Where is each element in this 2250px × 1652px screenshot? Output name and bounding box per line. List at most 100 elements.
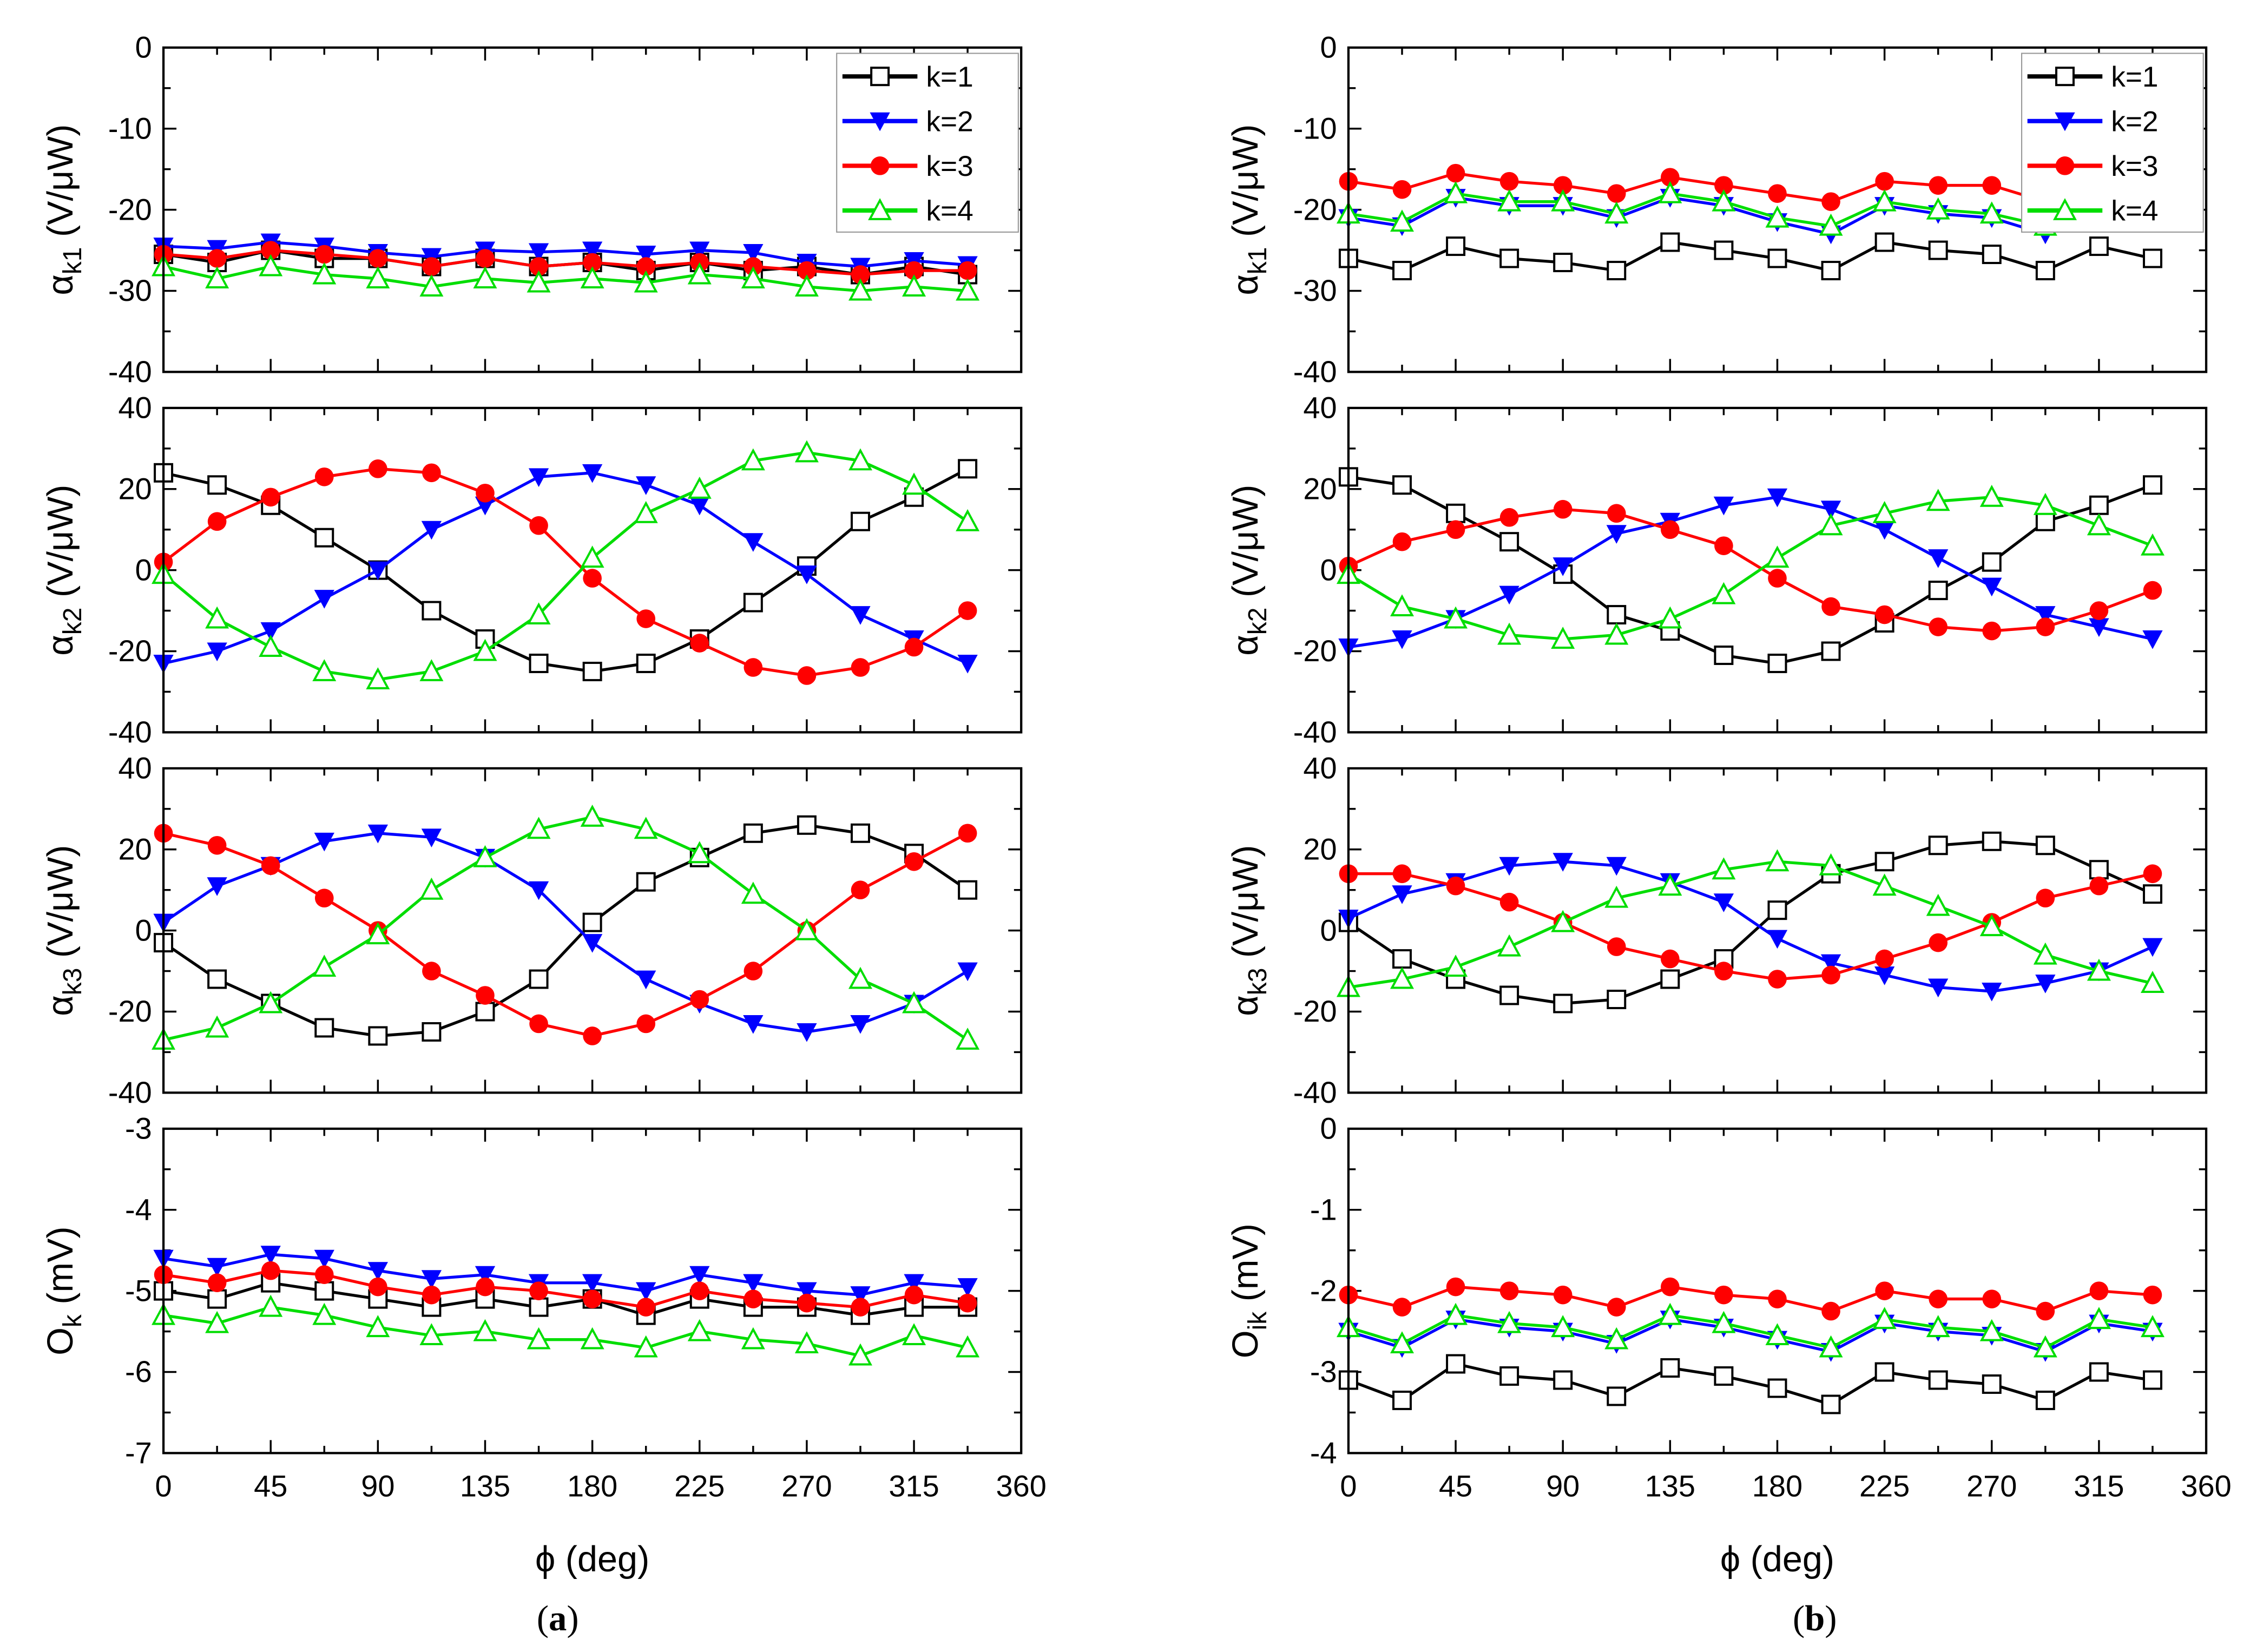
data-point bbox=[2035, 606, 2056, 625]
y-tick-label: -20 bbox=[1293, 634, 1337, 668]
data-point bbox=[1928, 581, 1948, 601]
data-point bbox=[1553, 1285, 1573, 1305]
data-point bbox=[904, 1285, 924, 1305]
axis-ticks bbox=[162, 1128, 1022, 1454]
data-point bbox=[1497, 189, 1522, 212]
y-tick-label: -10 bbox=[108, 111, 152, 145]
x-tick-label: 360 bbox=[996, 1469, 1047, 1503]
data-point bbox=[1982, 831, 2002, 851]
data-point bbox=[1660, 232, 1680, 252]
data-point bbox=[1926, 197, 1950, 220]
data-point bbox=[421, 828, 442, 847]
data-point bbox=[1874, 1362, 1894, 1382]
data-point bbox=[1821, 1301, 1840, 1321]
y-axis-label-unit: (mV) bbox=[41, 1226, 81, 1314]
data-point bbox=[1390, 594, 1414, 617]
data-point bbox=[690, 990, 709, 1009]
data-point bbox=[902, 991, 926, 1013]
data-point bbox=[1714, 176, 1733, 195]
data-point bbox=[1444, 955, 1468, 977]
data-point bbox=[902, 472, 926, 495]
data-point bbox=[1497, 1311, 1522, 1333]
data-point bbox=[2142, 1370, 2162, 1390]
data-point bbox=[1874, 966, 1895, 985]
data-point bbox=[1499, 857, 1519, 876]
caption-paren: ( bbox=[537, 1599, 549, 1638]
data-point bbox=[689, 241, 710, 261]
y-tick-label: 40 bbox=[1303, 391, 1337, 425]
data-point bbox=[205, 266, 229, 288]
data-point bbox=[366, 922, 390, 945]
data-point bbox=[1661, 949, 1680, 969]
data-point bbox=[636, 970, 656, 990]
data-point bbox=[366, 266, 390, 288]
data-point bbox=[1819, 1335, 1843, 1358]
data-point bbox=[314, 245, 334, 264]
data-point bbox=[957, 1278, 978, 1297]
data-point bbox=[957, 654, 978, 674]
data-point bbox=[744, 1289, 763, 1308]
data-point bbox=[1768, 184, 1787, 203]
series-k4 bbox=[152, 804, 980, 1050]
data-point bbox=[473, 1319, 497, 1341]
data-point bbox=[1497, 934, 1522, 957]
data-point bbox=[636, 872, 656, 892]
data-point bbox=[259, 635, 283, 657]
y-axis-label: Oik (mV) bbox=[1226, 1223, 1272, 1358]
data-point bbox=[476, 483, 495, 503]
series-k3 bbox=[154, 241, 977, 284]
series-line bbox=[163, 815, 969, 1042]
data-point bbox=[2087, 958, 2111, 981]
series-line bbox=[162, 832, 969, 1034]
data-point bbox=[1392, 475, 1412, 495]
data-point bbox=[2035, 261, 2055, 280]
data-point bbox=[1606, 857, 1627, 876]
y-axis-label: Ok (mV) bbox=[41, 1226, 87, 1355]
data-point bbox=[687, 476, 712, 499]
data-point bbox=[1392, 949, 1412, 969]
data-point bbox=[1872, 873, 1897, 896]
x-tick-label: 135 bbox=[460, 1469, 510, 1503]
data-point bbox=[528, 243, 549, 262]
y-axis-label: αk2 (V/μW) bbox=[1226, 485, 1272, 656]
data-point bbox=[851, 1298, 870, 1317]
data-point bbox=[1872, 1307, 1897, 1330]
data-point bbox=[956, 509, 980, 531]
data-point bbox=[1553, 1370, 1573, 1390]
y-tick-label: -4 bbox=[1310, 1436, 1337, 1470]
data-point bbox=[582, 241, 603, 261]
legend-box bbox=[836, 52, 1019, 233]
data-point bbox=[369, 1277, 387, 1296]
data-point bbox=[850, 511, 870, 531]
panel-1: 0 -10 -20 -30 -40 αk1 (V/μW) k=1 k=2 k=3 k=4 bbox=[41, 30, 1023, 389]
data-point bbox=[743, 1015, 764, 1034]
series-line bbox=[1348, 496, 2153, 649]
data-point bbox=[743, 533, 764, 552]
data-point bbox=[580, 1327, 604, 1350]
series-line bbox=[163, 1281, 968, 1317]
data-point bbox=[1606, 525, 1627, 544]
data-point bbox=[958, 261, 977, 280]
data-point bbox=[850, 1286, 871, 1305]
data-point bbox=[957, 962, 978, 982]
data-point bbox=[636, 257, 656, 276]
data-point bbox=[312, 1302, 337, 1325]
data-point bbox=[1499, 985, 1519, 1005]
series-line bbox=[1347, 860, 2154, 993]
data-point bbox=[1982, 621, 2002, 641]
y-axis-label-symbol: α bbox=[41, 274, 81, 295]
y-tick-label: 20 bbox=[1303, 471, 1337, 505]
data-point bbox=[419, 877, 444, 900]
series-k3 bbox=[154, 459, 977, 685]
y-tick-label: -20 bbox=[108, 192, 152, 226]
data-point bbox=[1499, 532, 1519, 552]
data-point bbox=[1712, 582, 1736, 604]
data-point bbox=[261, 1261, 280, 1280]
data-point bbox=[2142, 630, 2163, 649]
data-point bbox=[1444, 606, 1468, 629]
data-point bbox=[1767, 488, 1788, 508]
data-point bbox=[1979, 1319, 2004, 1341]
data-point bbox=[580, 266, 604, 288]
data-point bbox=[1714, 1366, 1734, 1386]
